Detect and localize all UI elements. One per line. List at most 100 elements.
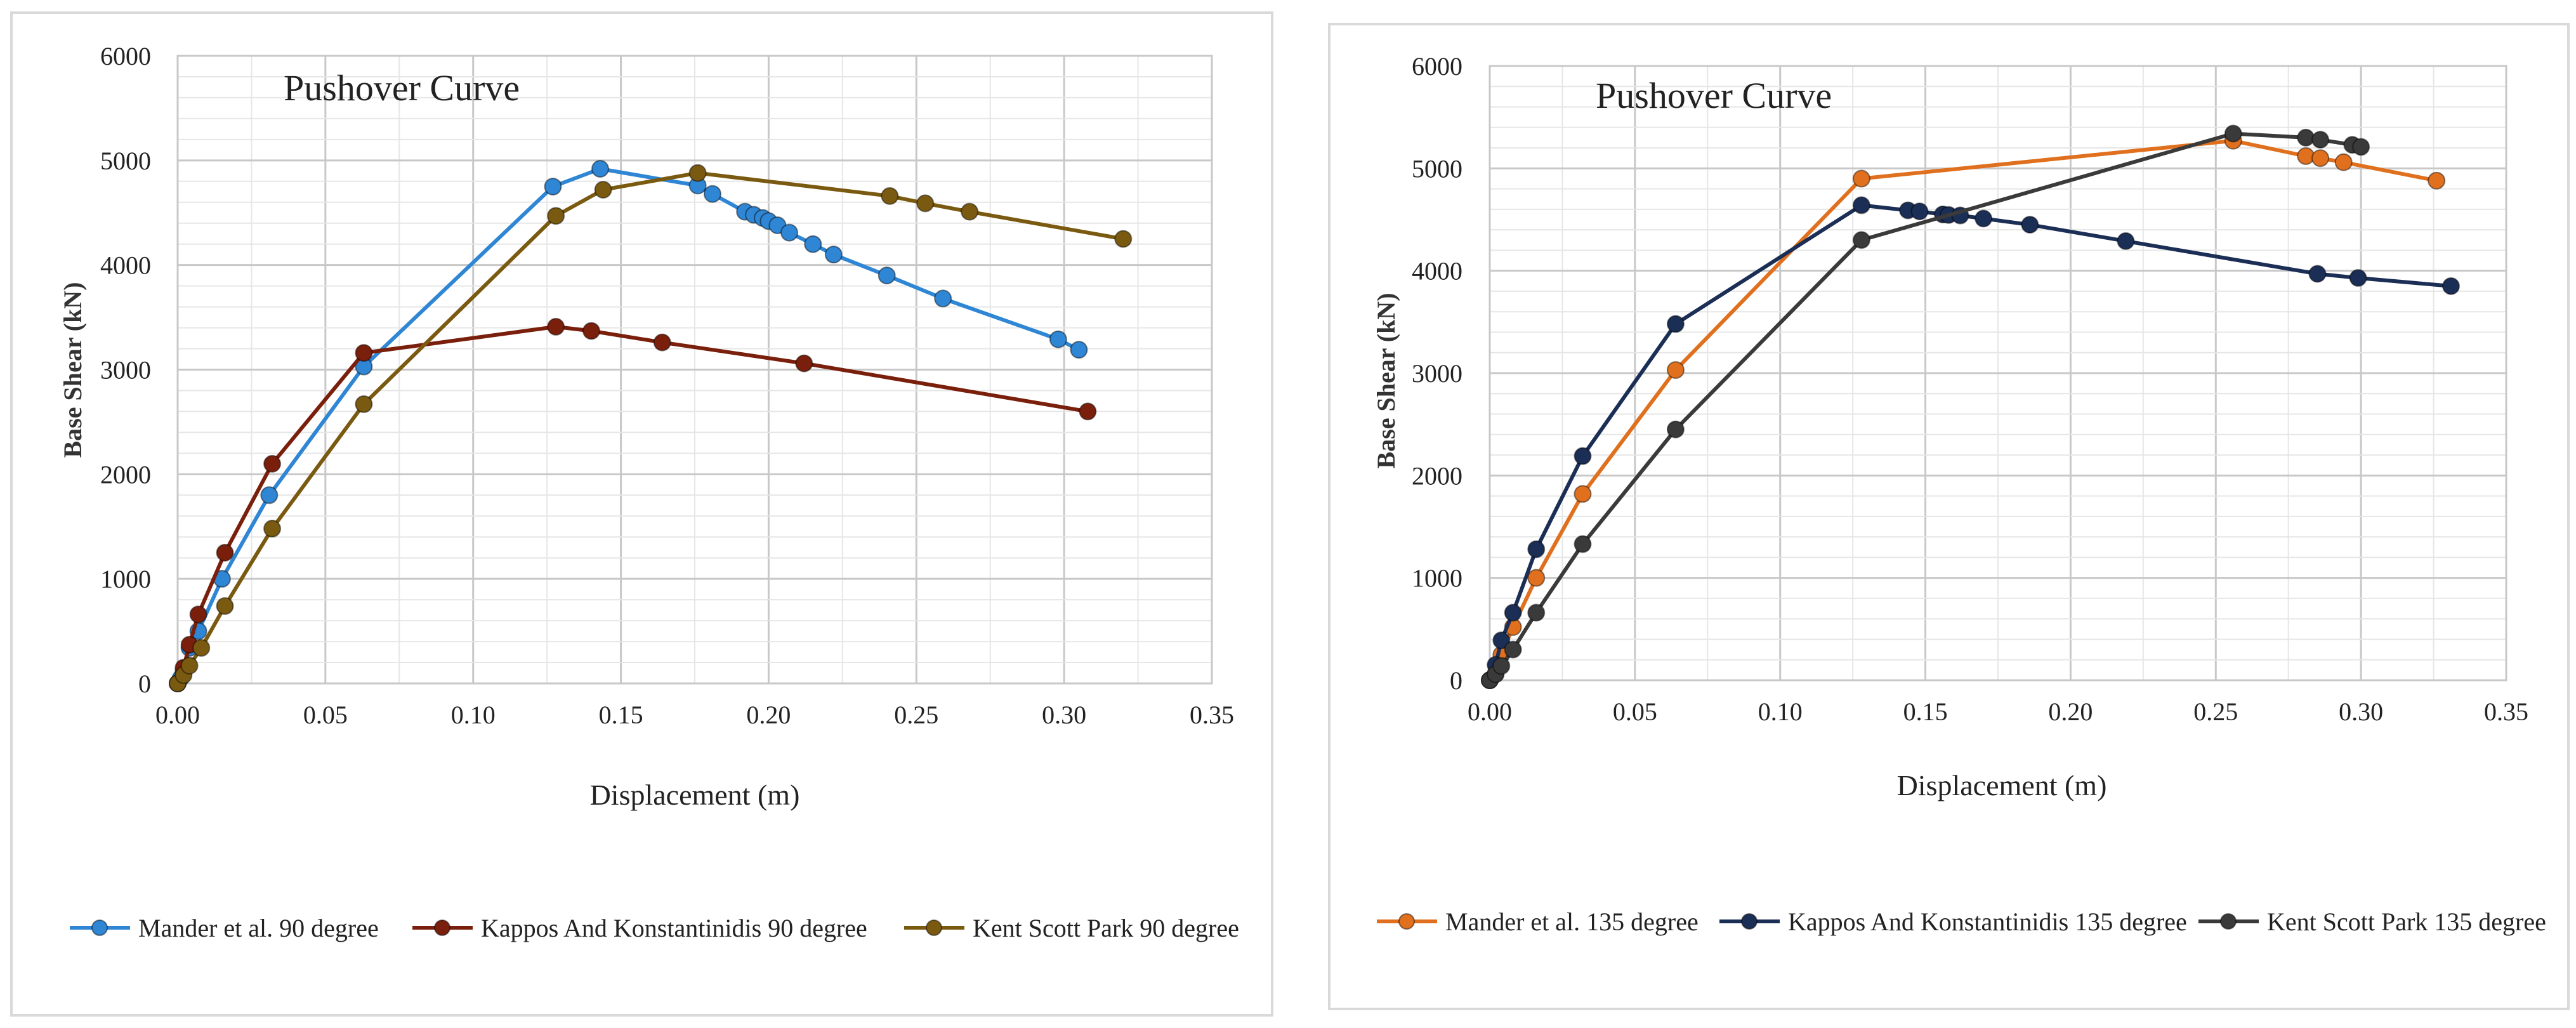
legend-label: Kappos And Konstantinidis 135 degree xyxy=(1788,907,2187,936)
data-point xyxy=(260,486,279,504)
data-point xyxy=(653,333,671,352)
x-tick-label: 0.30 xyxy=(1042,701,1086,729)
legend-label: Kent Scott Park 90 degree xyxy=(973,914,1239,942)
x-tick-label: 0.15 xyxy=(599,701,643,729)
data-point xyxy=(2308,265,2327,283)
axes: 0.00 0.05 0.10 0.15 0.20 0.25 0.30 0.35 0 1000 200… xyxy=(100,42,1234,729)
x-tick-label: 0.35 xyxy=(1190,701,1234,729)
x-tick-label: 0.05 xyxy=(303,701,348,729)
x-tick-label: 0.00 xyxy=(155,701,200,729)
x-axis-label: Displacement (m) xyxy=(590,779,800,811)
legend-item: Mander et al. 90 degree xyxy=(70,914,379,942)
data-point xyxy=(2224,124,2242,143)
data-point xyxy=(1852,169,1870,188)
data-point xyxy=(2352,138,2370,156)
data-point xyxy=(795,354,813,372)
data-point xyxy=(881,187,899,205)
data-point xyxy=(688,164,707,182)
data-point xyxy=(2349,268,2367,287)
axes: 0.00 0.05 0.10 0.15 0.20 0.25 0.30 0.35 0 1000 200… xyxy=(1412,52,2528,726)
legend-label: Mander et al. 135 degree xyxy=(1445,907,1699,936)
chart-90-degree: 0.00 0.05 0.10 0.15 0.20 0.25 0.30 0.35 0 1000 200… xyxy=(10,11,1273,1017)
y-tick-label: 3000 xyxy=(1412,359,1462,388)
legend-label: Kappos And Konstantinidis 90 degree xyxy=(481,914,867,942)
data-point xyxy=(355,344,373,362)
data-point xyxy=(263,454,282,473)
x-tick-label: 0.35 xyxy=(2484,697,2528,726)
data-point xyxy=(1527,540,1546,558)
x-tick-label: 0.30 xyxy=(2339,697,2383,726)
y-tick-label: 0 xyxy=(138,669,151,698)
legend-marker xyxy=(926,919,942,936)
data-point xyxy=(877,267,896,285)
data-point xyxy=(544,178,562,196)
legend-marker xyxy=(2220,913,2237,930)
x-tick-label: 0.25 xyxy=(2193,697,2238,726)
chart-title: Pushover Curve xyxy=(1596,75,1832,116)
data-point xyxy=(2297,128,2315,147)
data-point xyxy=(1852,231,1870,249)
legend-item: Kent Scott Park 90 degree xyxy=(904,914,1239,942)
data-point xyxy=(1049,330,1067,348)
series-2 xyxy=(1481,196,2461,689)
series-3 xyxy=(1481,124,2370,689)
data-point xyxy=(824,246,843,264)
plot-area xyxy=(1488,65,2507,682)
legend-marker xyxy=(1741,913,1758,930)
series-layer xyxy=(1481,124,2461,689)
data-point xyxy=(780,223,799,242)
data-point xyxy=(216,597,234,616)
data-point xyxy=(1079,402,1097,421)
data-point xyxy=(216,543,234,562)
chart-135-degree: 0.00 0.05 0.10 0.15 0.20 0.25 0.30 0.35 0 1000 200… xyxy=(1328,23,2570,1010)
data-point xyxy=(1574,485,1592,503)
y-tick-label: 4000 xyxy=(100,251,151,280)
x-tick-label: 0.25 xyxy=(894,701,938,729)
data-point xyxy=(1574,447,1592,465)
data-point xyxy=(189,605,207,624)
x-tick-label: 0.20 xyxy=(2048,697,2093,726)
data-point xyxy=(547,317,565,336)
data-point xyxy=(2334,153,2353,171)
data-point xyxy=(1527,569,1546,587)
chart-title: Pushover Curve xyxy=(284,67,520,109)
data-point xyxy=(355,395,373,413)
x-tick-label: 0.15 xyxy=(1903,697,1948,726)
y-axis-label: Base Shear (kN) xyxy=(58,282,87,458)
data-point xyxy=(1492,631,1511,650)
data-point xyxy=(2442,277,2461,295)
legend-marker xyxy=(1398,913,1415,930)
data-point xyxy=(2021,216,2039,234)
y-tick-label: 1000 xyxy=(1412,564,1462,593)
y-tick-label: 4000 xyxy=(1412,257,1462,286)
y-tick-label: 6000 xyxy=(100,42,151,70)
data-point xyxy=(703,185,721,203)
data-point xyxy=(804,235,822,253)
data-point xyxy=(591,160,609,178)
data-point xyxy=(192,638,211,657)
legend-item: Kent Scott Park 135 degree xyxy=(2198,907,2546,936)
legend-item: Kappos And Konstantinidis 90 degree xyxy=(412,914,867,942)
data-point xyxy=(2428,171,2446,190)
data-point xyxy=(1666,420,1685,438)
data-point xyxy=(180,656,199,675)
y-axis-label: Base Shear (kN) xyxy=(1372,293,1400,468)
series-3 xyxy=(169,164,1133,692)
y-tick-label: 3000 xyxy=(100,356,151,385)
grid-lines xyxy=(1488,65,2507,682)
data-point xyxy=(1910,202,1929,221)
data-point xyxy=(2297,147,2315,165)
chart-frame xyxy=(10,11,1273,1017)
y-tick-label: 1000 xyxy=(100,565,151,593)
data-point xyxy=(1574,535,1592,553)
y-tick-label: 2000 xyxy=(100,460,151,489)
data-point xyxy=(1070,341,1088,359)
x-axis-label: Displacement (m) xyxy=(1897,769,2107,801)
data-point xyxy=(263,520,282,538)
legend-marker xyxy=(434,919,450,936)
data-point xyxy=(1975,209,1993,228)
data-point xyxy=(2311,149,2330,168)
data-point xyxy=(1666,315,1685,333)
data-point xyxy=(961,202,979,221)
data-point xyxy=(1114,230,1133,248)
